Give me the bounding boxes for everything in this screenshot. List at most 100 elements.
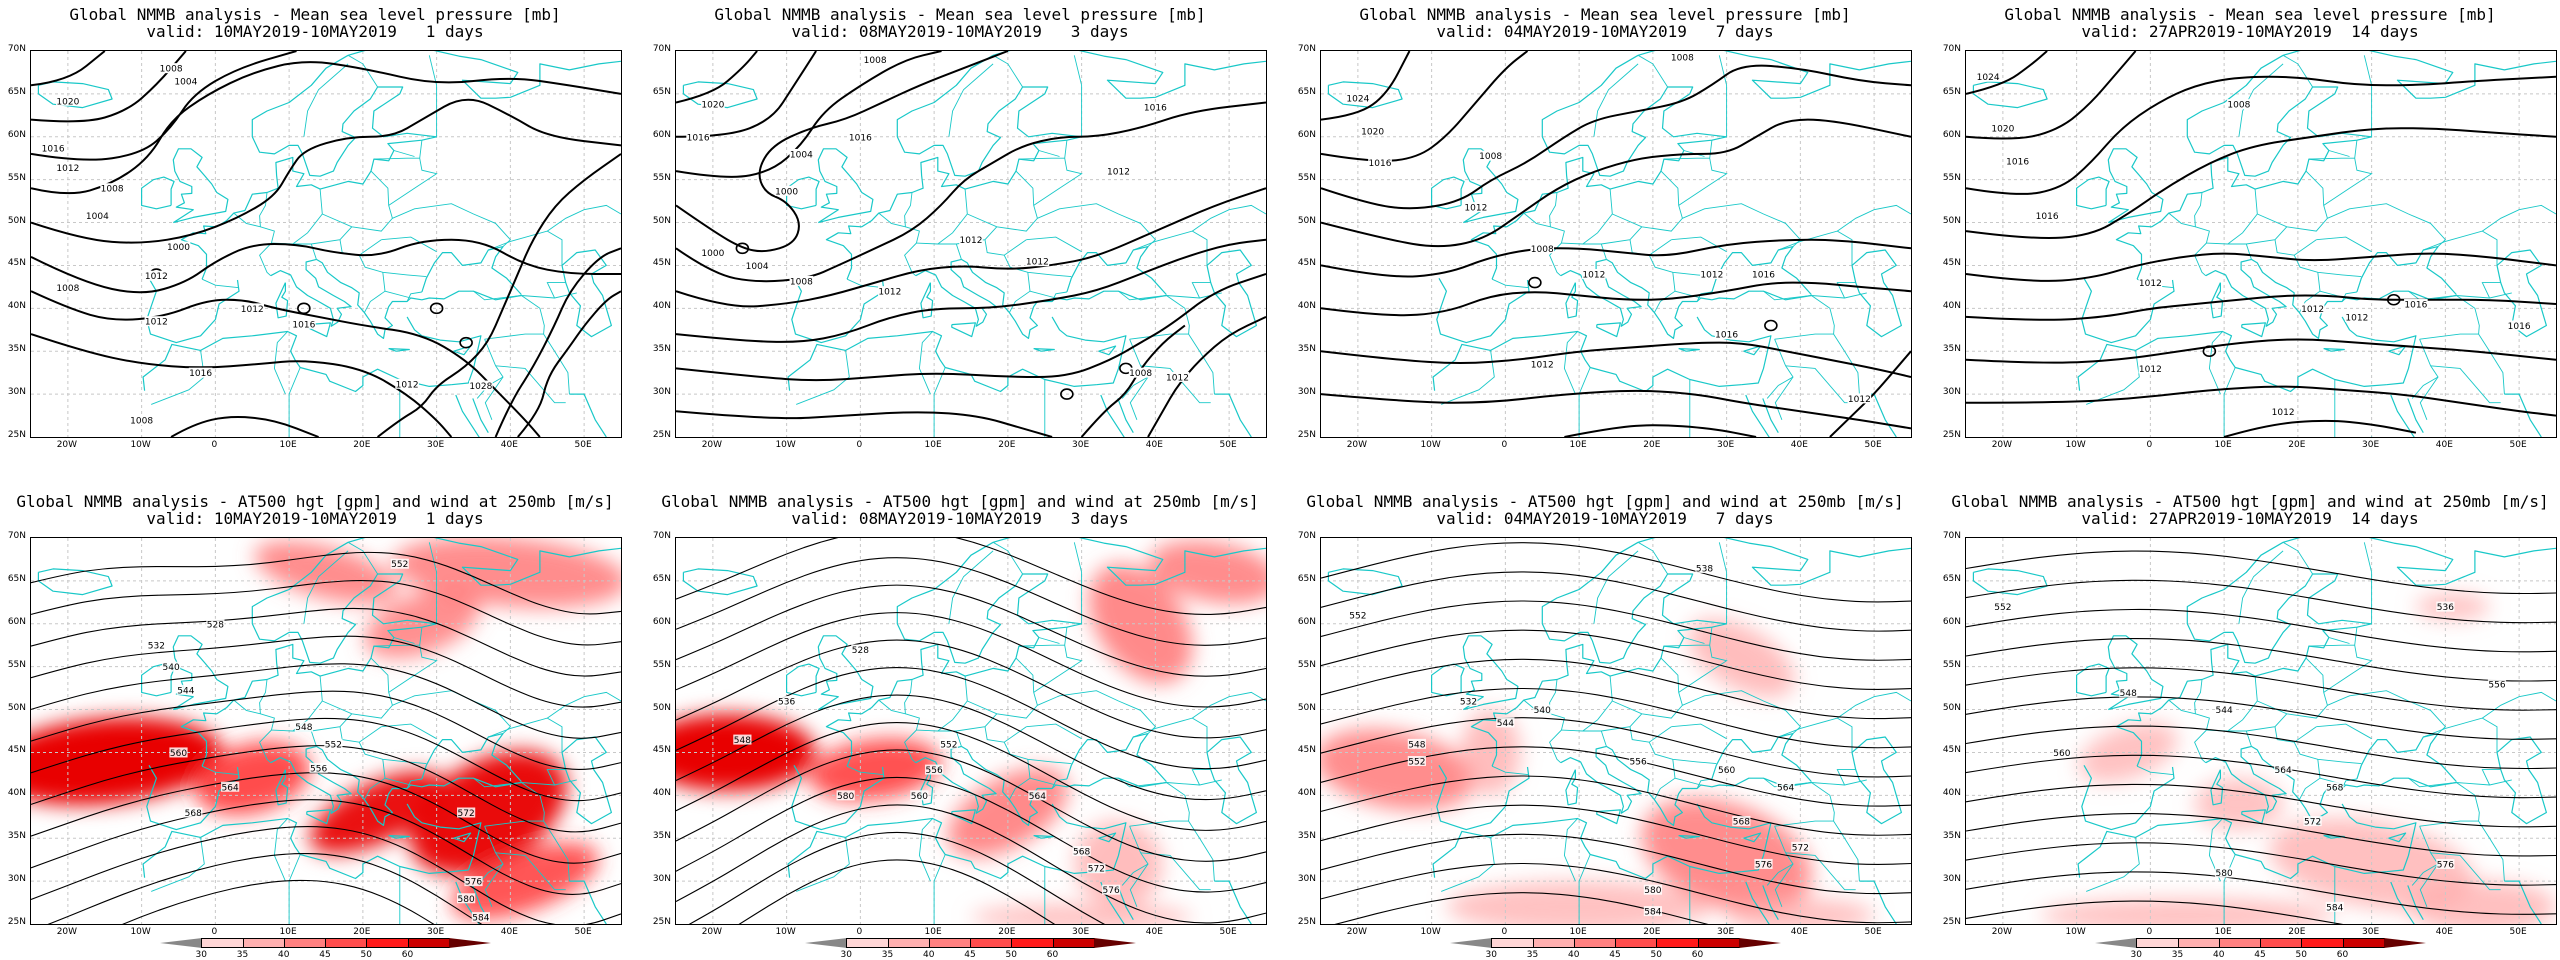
lon-tick-label: 20E xyxy=(2288,927,2306,937)
contour-label: 528 xyxy=(207,620,224,630)
map-svg: 1008 1024 1020 1016 1008 1012 1008 1012 1016 1012… xyxy=(1321,51,1911,437)
contour-label: 572 xyxy=(1792,843,1809,853)
lon-tick-label: 40E xyxy=(1790,440,1808,450)
contour-label: 1008 xyxy=(101,185,124,195)
lat-tick-label: 30N xyxy=(1297,874,1316,885)
colorbar-tick-label: 30 xyxy=(2130,950,2142,960)
contour-label: 548 xyxy=(1408,740,1425,750)
lon-tick-label: 20W xyxy=(1346,927,1368,937)
panel-title: Global NMMB analysis - Mean sea level pr… xyxy=(714,5,1206,24)
jet-streak xyxy=(31,717,223,805)
contour-label: 1012 xyxy=(1464,204,1487,214)
lat-tick-label: 45N xyxy=(1297,258,1316,269)
lon-tick-label: 20E xyxy=(998,440,1016,450)
contour-label: 1012 xyxy=(2139,279,2162,289)
lat-tick-label: 65N xyxy=(7,573,26,584)
lat-tick-label: 50N xyxy=(7,702,26,713)
isobars xyxy=(1966,51,2556,437)
lat-tick-label: 70N xyxy=(1297,531,1316,541)
contour-label: 1012 xyxy=(145,318,168,328)
lon-tick-label: 30E xyxy=(1072,440,1090,450)
lon-tick-label: 20E xyxy=(1643,440,1661,450)
lon-tick-label: 50E xyxy=(574,927,592,937)
lon-tick-label: 0 xyxy=(2146,927,2153,937)
lon-tick-label: 0 xyxy=(856,927,863,937)
lat-tick-label: 55N xyxy=(7,659,26,670)
contour-label: 1008 xyxy=(864,56,887,66)
contour-label: 1020 xyxy=(701,101,724,111)
panel-valid-period: valid: 04MAY2019-10MAY2019 7 days xyxy=(1436,509,1774,528)
lat-tick-label: 60N xyxy=(7,616,26,627)
coastlines xyxy=(1327,51,1911,437)
graticule xyxy=(31,51,621,437)
lon-tick-label: 10W xyxy=(775,440,796,450)
contour-label: 1012 xyxy=(2345,313,2368,323)
hgt500-map-panel-3: Global NMMB analysis - AT500 hgt [gpm] a… xyxy=(1290,487,1920,947)
map-svg: 1008 1004 1020 1016 1012 1008 1004 1000 1012 1008… xyxy=(31,51,621,437)
colorbar-tick-label: 45 xyxy=(964,950,976,960)
colorbar-segment xyxy=(2260,938,2303,948)
map-svg: 552 536 548 544 556 560 564 568 572 576 580 584 xyxy=(1966,538,2556,924)
contour-label: 1024 xyxy=(1977,73,2000,83)
lat-tick-label: 40N xyxy=(1942,301,1961,312)
lat-tick-label: 65N xyxy=(1942,86,1961,97)
contour-label: 1016 xyxy=(687,133,710,143)
coastlines xyxy=(682,538,1266,924)
colorbar-segment xyxy=(407,938,450,948)
colorbar-tick-label: 45 xyxy=(1609,950,1621,960)
contour-label: 1008 xyxy=(1479,152,1502,162)
jet-streak xyxy=(2039,898,2335,924)
panel-valid-period: valid: 27APR2019-10MAY2019 14 days xyxy=(2081,509,2419,528)
colorbar-segment xyxy=(2342,938,2385,948)
contour-label: 552 xyxy=(1349,612,1366,622)
map-svg: 528 536 548 552 556 560 564 568 572 576 580 xyxy=(676,538,1266,924)
isobars xyxy=(676,51,1266,437)
jet-streak xyxy=(947,767,1068,858)
contour-label: 1024 xyxy=(1346,95,1369,105)
lon-tick-label: 50E xyxy=(2509,440,2527,450)
contour-label: 1012 xyxy=(56,164,79,174)
contour-label: 1016 xyxy=(42,144,65,154)
jet-streak xyxy=(971,904,1193,924)
contour-label: 1012 xyxy=(1107,168,1130,178)
graticule xyxy=(1966,51,2556,437)
colorbar-segment xyxy=(887,938,930,948)
lat-tick-label: 50N xyxy=(1297,215,1316,226)
contour-label: 1008 xyxy=(1531,245,1554,255)
map-area: 528 536 548 552 556 560 564 568 572 576 580 xyxy=(675,537,1267,925)
colorbar-tick-label: 35 xyxy=(236,950,249,960)
contour-label: 548 xyxy=(2120,689,2137,699)
lat-tick-label: 50N xyxy=(652,702,671,713)
colorbar-segment xyxy=(2383,938,2426,948)
jet-streak xyxy=(2194,778,2284,830)
lat-tick-label: 40N xyxy=(652,301,671,312)
lon-tick-label: 50E xyxy=(2509,927,2527,937)
country-borders xyxy=(796,541,1266,924)
mslp-map-panel-1: Global NMMB analysis - Mean sea level pr… xyxy=(0,0,630,460)
mslp-map-panel-3: Global NMMB analysis - Mean sea level pr… xyxy=(1290,0,1920,460)
lat-tick-label: 70N xyxy=(652,531,671,541)
jet-streak xyxy=(254,540,398,604)
height-contours xyxy=(676,538,1266,924)
panel-valid-period: valid: 04MAY2019-10MAY2019 7 days xyxy=(1436,22,1774,41)
contour-label: 580 xyxy=(837,792,854,802)
contour-label: 564 xyxy=(2275,766,2292,776)
lat-tick-label: 55N xyxy=(1942,172,1961,183)
contour-label: 1016 xyxy=(1144,103,1167,113)
lat-tick-label: 25N xyxy=(7,430,26,440)
lat-tick-label: 70N xyxy=(1942,531,1961,541)
lon-tick-label: 40E xyxy=(1145,927,1163,937)
contour-label: 560 xyxy=(1718,766,1735,776)
lon-tick-label: 0 xyxy=(1501,440,1508,450)
lat-tick-label: 45N xyxy=(1942,745,1961,756)
contour-label: 568 xyxy=(1733,818,1750,828)
map-area: 538 552 532 540 544 548 552 556 560 564 568 572 576 5… xyxy=(1320,537,1912,925)
contour-label: 532 xyxy=(148,642,165,652)
contour-label: 552 xyxy=(1408,758,1425,768)
country-borders xyxy=(1441,541,1911,924)
lon-tick-label: 40E xyxy=(2435,927,2453,937)
jet-streak xyxy=(2408,881,2556,924)
coastlines xyxy=(1972,51,2556,437)
lon-tick-label: 10W xyxy=(130,927,151,937)
colorbar-tick-label: 60 xyxy=(1046,950,1059,960)
